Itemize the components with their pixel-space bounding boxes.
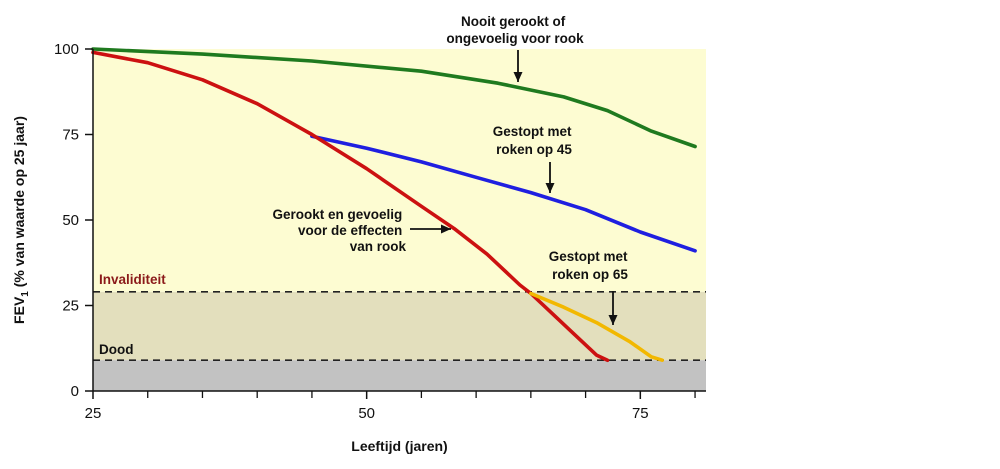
dood-zone-background — [93, 360, 706, 391]
x-tick-label: 25 — [85, 405, 102, 422]
x-tick-label: 50 — [358, 405, 375, 422]
arrow-stopped-45-icon — [545, 162, 555, 193]
annotation-never-line-1: Nooit gerookt of — [461, 14, 566, 29]
y-axis-label-main: FEV — [11, 296, 27, 324]
series-line-stopped45 — [310, 134, 697, 253]
y-axis-label: FEV1 (% van waarde op 25 jaar) — [11, 116, 31, 324]
y-tick-label: 25 — [62, 298, 79, 315]
series-line-never — [91, 47, 697, 149]
annotation-s45-line-1: Gestopt met — [493, 124, 572, 139]
arrow-never-icon — [513, 50, 523, 82]
series-line-stopped65 — [529, 291, 664, 362]
annotation-arrows — [410, 50, 618, 325]
annotation-smoker-line-2: voor de effecten — [298, 223, 402, 238]
y-tick-label: 75 — [62, 127, 79, 144]
annotation-smoker-line-1: Gerookt en gevoelig — [272, 207, 402, 222]
arrow-smoker-icon — [410, 224, 451, 234]
annotation-s65-line-2: roken op 65 — [552, 267, 628, 282]
y-tick-label: 100 — [54, 41, 79, 58]
annotation-never-line-2: ongevoelig voor rook — [446, 31, 584, 46]
annotation-s45-line-2: roken op 45 — [496, 142, 572, 157]
arrow-stopped-65-icon — [608, 291, 618, 325]
annotation-smoker-sensitive: Gerookt en gevoelig voor de effecten van… — [272, 207, 406, 254]
series-lines — [91, 47, 697, 362]
annotation-stopped-45: Gestopt met roken op 45 — [493, 124, 576, 157]
annotation-stopped-65: Gestopt met roken op 65 — [549, 249, 632, 282]
x-tick-label: 75 — [632, 405, 649, 422]
dood-label: Dood — [99, 342, 134, 357]
normal-zone-background — [93, 49, 706, 292]
axis-ticks: 0 25 50 75 100 25 50 75 — [54, 41, 696, 422]
y-tick-label: 50 — [62, 212, 79, 229]
invaliditeit-label: Invaliditeit — [99, 272, 166, 287]
y-axis-label-subscript: 1 — [20, 291, 31, 297]
annotations: Nooit gerookt of ongevoelig voor rook Ge… — [272, 14, 632, 282]
annotation-never-smoked: Nooit gerookt of ongevoelig voor rook — [446, 14, 584, 46]
annotation-s65-line-1: Gestopt met — [549, 249, 628, 264]
annotation-smoker-line-3: van rook — [350, 239, 407, 254]
y-tick-label: 0 — [71, 383, 79, 400]
series-line-smoker — [91, 50, 610, 362]
x-axis-label: Leeftijd (jaren) — [351, 438, 447, 454]
invaliditeit-zone-background — [93, 291, 706, 361]
y-axis-label-rest: (% van waarde op 25 jaar) — [11, 116, 27, 291]
